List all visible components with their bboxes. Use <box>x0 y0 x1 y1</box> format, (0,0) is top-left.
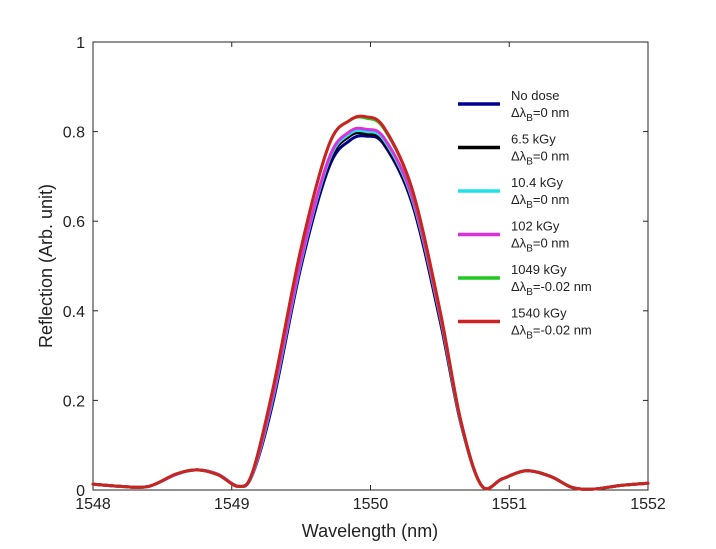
series-lines <box>91 114 650 491</box>
x-tick-label: 1548 <box>75 496 111 513</box>
x-tick-label: 1552 <box>630 496 666 513</box>
legend-entry-shift: ΔλB=-0.02 nm <box>511 323 592 342</box>
legend-entry-shift: ΔλB=0 nm <box>511 192 569 211</box>
x-axis-label: Wavelength (nm) <box>302 521 438 541</box>
legend-entry-shift: ΔλB=0 nm <box>511 236 569 255</box>
y-tick-label: 0 <box>76 483 85 500</box>
legend-entry-name: 102 kGy <box>511 219 560 234</box>
legend-entry-name: No dose <box>511 88 559 103</box>
y-tick-label: 0.2 <box>63 393 85 410</box>
legend-entry-name: 6.5 kGy <box>511 132 556 147</box>
y-tick-label: 0.4 <box>63 304 85 321</box>
y-tick-label: 1 <box>76 35 85 52</box>
y-tick-label: 0.6 <box>63 214 85 231</box>
y-tick-label: 0.8 <box>63 125 85 142</box>
series-line-5 <box>91 114 650 491</box>
legend-entry-shift: ΔλB=0 nm <box>511 149 569 168</box>
legend-entry-name: 1049 kGy <box>511 262 567 277</box>
axis-ticks: 1548 1549 1550 1551 1552 0 0.2 0.4 0.6 0.8 1 <box>63 35 666 513</box>
legend-entry-name: 1540 kGy <box>511 306 567 321</box>
x-tick-label: 1551 <box>491 496 527 513</box>
x-tick-label: 1549 <box>214 496 250 513</box>
legend-entry-shift: ΔλB=-0.02 nm <box>511 279 592 298</box>
series-line-4 <box>91 115 650 491</box>
y-axis-label: Reflection (Arb. unit) <box>36 184 56 348</box>
legend-entry-shift: ΔλB=0 nm <box>511 105 569 124</box>
legend-entry-name: 10.4 kGy <box>511 175 564 190</box>
x-tick-label: 1550 <box>353 496 389 513</box>
legend: No dose ΔλB=0 nm 6.5 kGy ΔλB=0 nm 10.4 kGy Δλ… <box>458 88 592 342</box>
